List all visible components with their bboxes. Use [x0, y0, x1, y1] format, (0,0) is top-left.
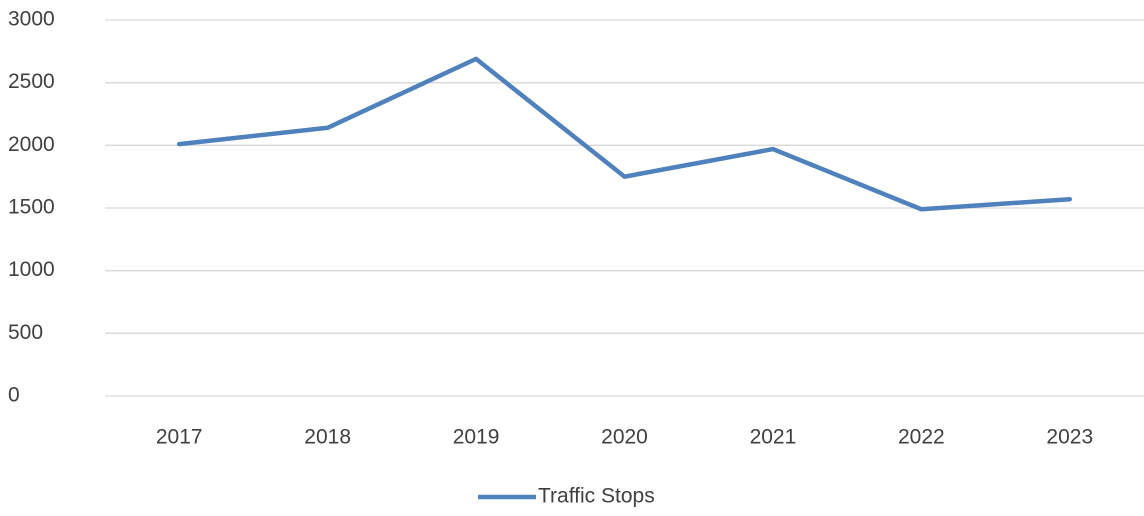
- x-tick-label: 2017: [156, 426, 203, 449]
- x-tick-label: 2019: [453, 426, 500, 449]
- x-tick-label: 2021: [750, 426, 797, 449]
- y-tick-label: 2500: [8, 70, 55, 93]
- x-tick-label: 2023: [1046, 426, 1093, 449]
- legend-label: Traffic Stops: [538, 485, 655, 508]
- x-tick-label: 2022: [898, 426, 945, 449]
- y-tick-label: 1000: [8, 258, 55, 281]
- y-tick-label: 1500: [8, 196, 55, 219]
- y-tick-label: 2000: [8, 133, 55, 156]
- x-tick-label: 2020: [601, 426, 648, 449]
- y-tick-label: 0: [8, 384, 20, 407]
- x-tick-label: 2018: [304, 426, 351, 449]
- y-tick-label: 500: [8, 321, 43, 344]
- chart: 0 500 1000 1500 2000 2500 3000 2017 2018 2019 2020…: [0, 0, 1144, 516]
- y-tick-label: 3000: [8, 8, 55, 31]
